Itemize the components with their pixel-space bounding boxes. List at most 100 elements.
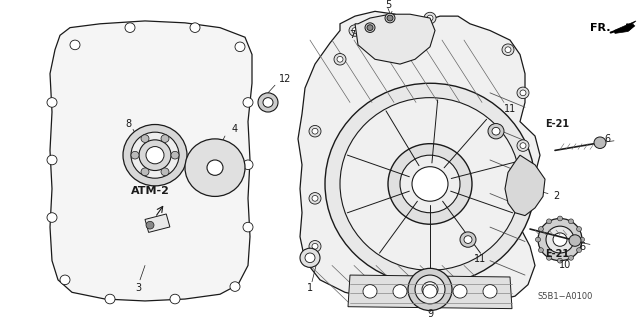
Circle shape [520, 143, 526, 148]
Text: E-21: E-21 [545, 119, 569, 129]
Circle shape [300, 248, 320, 267]
Circle shape [569, 235, 581, 246]
Circle shape [363, 285, 377, 298]
Polygon shape [348, 275, 512, 308]
Circle shape [47, 155, 57, 165]
Circle shape [423, 285, 437, 298]
Circle shape [325, 83, 535, 285]
Circle shape [170, 294, 180, 304]
Text: 6: 6 [604, 134, 610, 144]
Circle shape [190, 23, 200, 33]
Polygon shape [355, 14, 435, 64]
Text: 10: 10 [559, 261, 571, 271]
Circle shape [105, 294, 115, 304]
Circle shape [141, 168, 149, 176]
Text: 1: 1 [307, 284, 313, 293]
Text: 4: 4 [232, 124, 238, 134]
Circle shape [47, 98, 57, 107]
Circle shape [309, 193, 321, 204]
Circle shape [349, 25, 361, 36]
Circle shape [568, 256, 573, 260]
Circle shape [517, 87, 529, 99]
Circle shape [263, 98, 273, 107]
Circle shape [427, 15, 433, 21]
Circle shape [412, 167, 448, 201]
Circle shape [538, 248, 543, 253]
Circle shape [502, 44, 514, 56]
Circle shape [146, 221, 154, 229]
Bar [145, 214, 170, 233]
Circle shape [309, 125, 321, 137]
Circle shape [235, 42, 245, 52]
Circle shape [594, 137, 606, 148]
Circle shape [171, 151, 179, 159]
Circle shape [141, 135, 149, 142]
Text: FR.: FR. [590, 23, 611, 33]
Text: 3: 3 [135, 283, 141, 293]
Circle shape [365, 23, 375, 33]
Circle shape [400, 155, 460, 213]
Circle shape [123, 124, 187, 186]
Text: 6: 6 [579, 242, 585, 252]
Text: 7: 7 [349, 30, 355, 40]
Circle shape [161, 168, 169, 176]
Circle shape [385, 13, 395, 23]
Circle shape [312, 196, 318, 201]
Circle shape [258, 93, 278, 112]
Circle shape [553, 233, 567, 246]
Circle shape [460, 232, 476, 247]
Circle shape [415, 275, 445, 304]
Circle shape [483, 285, 497, 298]
Circle shape [538, 226, 543, 231]
Circle shape [536, 237, 541, 242]
Circle shape [70, 40, 80, 50]
Circle shape [424, 12, 436, 24]
Circle shape [161, 135, 169, 142]
Circle shape [125, 23, 135, 33]
Circle shape [309, 241, 321, 252]
Circle shape [488, 123, 504, 139]
Circle shape [340, 98, 520, 270]
Circle shape [579, 237, 584, 242]
Polygon shape [505, 155, 545, 216]
Circle shape [577, 248, 582, 253]
Circle shape [393, 285, 407, 298]
Text: E-21: E-21 [545, 249, 569, 259]
Circle shape [387, 15, 393, 21]
Circle shape [408, 268, 452, 310]
Text: 11: 11 [504, 104, 516, 114]
Circle shape [243, 98, 253, 107]
Text: 12: 12 [279, 74, 291, 85]
Circle shape [517, 140, 529, 151]
Text: S5B1−A0100: S5B1−A0100 [538, 292, 593, 300]
Polygon shape [50, 21, 252, 301]
Circle shape [422, 282, 438, 297]
Circle shape [505, 47, 511, 53]
Text: ATM-2: ATM-2 [131, 186, 170, 196]
Circle shape [312, 128, 318, 134]
Circle shape [131, 132, 179, 178]
Circle shape [60, 275, 70, 285]
Text: 8: 8 [125, 119, 131, 129]
Circle shape [243, 222, 253, 232]
Polygon shape [614, 21, 636, 33]
Circle shape [334, 54, 346, 65]
Circle shape [577, 226, 582, 231]
Circle shape [520, 90, 526, 96]
Circle shape [557, 216, 563, 221]
Circle shape [453, 285, 467, 298]
Circle shape [388, 144, 472, 224]
Circle shape [352, 28, 358, 33]
Circle shape [146, 146, 164, 164]
Text: 9: 9 [427, 309, 433, 319]
Circle shape [547, 219, 552, 224]
Circle shape [131, 151, 139, 159]
Circle shape [47, 213, 57, 222]
Circle shape [547, 256, 552, 260]
Circle shape [312, 243, 318, 249]
Circle shape [367, 25, 373, 31]
Circle shape [546, 226, 574, 253]
Circle shape [207, 160, 223, 175]
Circle shape [464, 236, 472, 243]
Text: 11: 11 [474, 254, 486, 264]
